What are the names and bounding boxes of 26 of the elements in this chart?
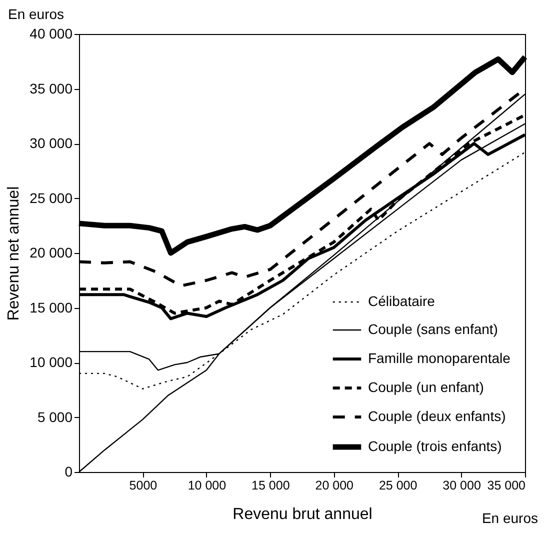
legend-label: Famille monoparentale <box>368 350 511 366</box>
x-axis-title: Revenu brut annuel <box>232 506 372 523</box>
x-tick-label: 25 000 <box>378 478 418 492</box>
legend-label: Couple (sans enfant) <box>368 321 498 337</box>
y-axis-title: Revenu net annuel <box>6 186 23 321</box>
x-tick-label: 5000 <box>129 478 158 492</box>
y-tick-label: 40 000 <box>30 26 73 42</box>
legend-label: Couple (trois enfants) <box>368 438 502 454</box>
y-tick-label: 35 000 <box>30 80 73 96</box>
y-tick-label: 30 000 <box>30 135 73 151</box>
x-tick-label: 15 000 <box>252 478 290 492</box>
legend-label: Couple (deux enfants) <box>368 408 506 424</box>
y-tick-label: 10 000 <box>30 354 73 370</box>
x-tick-label: 20 000 <box>315 478 354 492</box>
y-tick-label: 20 000 <box>30 244 73 260</box>
y-tick-label: 25 000 <box>30 190 73 206</box>
legend-label: Couple (un enfant) <box>368 379 484 395</box>
y-tick-label: 15 000 <box>30 299 73 316</box>
x-tick-label: 35 000 <box>487 478 526 492</box>
legend-label: Célibataire <box>368 293 436 309</box>
x-tick-label: 10 000 <box>188 478 226 492</box>
y-tick-label: 5 000 <box>37 408 73 425</box>
text: En euros <box>8 6 64 22</box>
x-tick-label: 30 000 <box>442 478 481 492</box>
y-tick-label: 0 <box>64 464 73 480</box>
text: En euros <box>482 510 538 526</box>
